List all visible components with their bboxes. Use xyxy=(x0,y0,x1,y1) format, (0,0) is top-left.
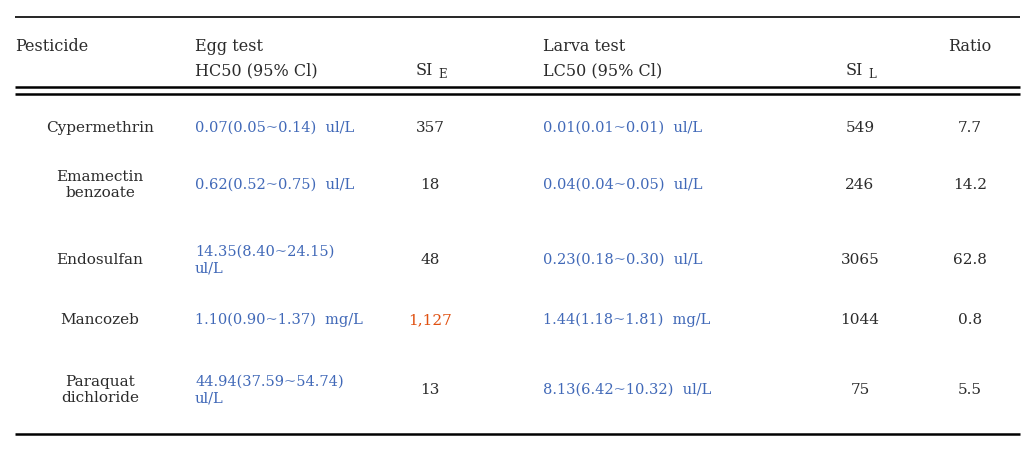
Text: 13: 13 xyxy=(420,382,439,396)
Text: 7.7: 7.7 xyxy=(957,121,982,135)
Text: 18: 18 xyxy=(420,178,439,192)
Text: 357: 357 xyxy=(416,121,445,135)
Text: HC50 (95% Cl): HC50 (95% Cl) xyxy=(195,62,317,79)
Text: 75: 75 xyxy=(850,382,870,396)
Text: Cypermethrin: Cypermethrin xyxy=(47,121,154,135)
Text: 3065: 3065 xyxy=(841,253,879,267)
Text: Egg test: Egg test xyxy=(195,38,263,55)
Text: Emamectin
benzoate: Emamectin benzoate xyxy=(57,170,144,200)
Text: 8.13(6.42~10.32)  ul/L: 8.13(6.42~10.32) ul/L xyxy=(543,382,711,396)
Text: Pesticide: Pesticide xyxy=(16,38,88,55)
Text: 0.04(0.04~0.05)  ul/L: 0.04(0.04~0.05) ul/L xyxy=(543,178,702,192)
Text: 549: 549 xyxy=(846,121,875,135)
Text: Ratio: Ratio xyxy=(948,38,992,55)
Text: 5.5: 5.5 xyxy=(957,382,982,396)
Text: 246: 246 xyxy=(846,178,875,192)
Text: 0.62(0.52~0.75)  ul/L: 0.62(0.52~0.75) ul/L xyxy=(195,178,355,192)
Text: 0.8: 0.8 xyxy=(957,312,982,326)
Text: Mancozeb: Mancozeb xyxy=(61,312,140,326)
Text: 0.07(0.05~0.14)  ul/L: 0.07(0.05~0.14) ul/L xyxy=(195,121,355,135)
Text: 0.23(0.18~0.30)  ul/L: 0.23(0.18~0.30) ul/L xyxy=(543,253,702,267)
Text: 44.94(37.59~54.74)
ul/L: 44.94(37.59~54.74) ul/L xyxy=(195,374,343,404)
Text: 14.35(8.40~24.15)
ul/L: 14.35(8.40~24.15) ul/L xyxy=(195,244,334,275)
Text: 1.10(0.90~1.37)  mg/L: 1.10(0.90~1.37) mg/L xyxy=(195,312,363,327)
Text: SI: SI xyxy=(416,62,433,79)
Text: Paraquat
dichloride: Paraquat dichloride xyxy=(61,374,139,404)
Text: L: L xyxy=(868,68,876,81)
Text: 1,127: 1,127 xyxy=(408,312,452,326)
Text: E: E xyxy=(438,68,447,81)
Text: SI: SI xyxy=(846,62,863,79)
Text: 1044: 1044 xyxy=(841,312,880,326)
Text: LC50 (95% Cl): LC50 (95% Cl) xyxy=(543,62,662,79)
Text: 14.2: 14.2 xyxy=(953,178,987,192)
Text: 0.01(0.01~0.01)  ul/L: 0.01(0.01~0.01) ul/L xyxy=(543,121,702,135)
Text: 48: 48 xyxy=(420,253,439,267)
Text: Larva test: Larva test xyxy=(543,38,626,55)
Text: Endosulfan: Endosulfan xyxy=(57,253,144,267)
Text: 62.8: 62.8 xyxy=(953,253,986,267)
Text: 1.44(1.18~1.81)  mg/L: 1.44(1.18~1.81) mg/L xyxy=(543,312,710,327)
